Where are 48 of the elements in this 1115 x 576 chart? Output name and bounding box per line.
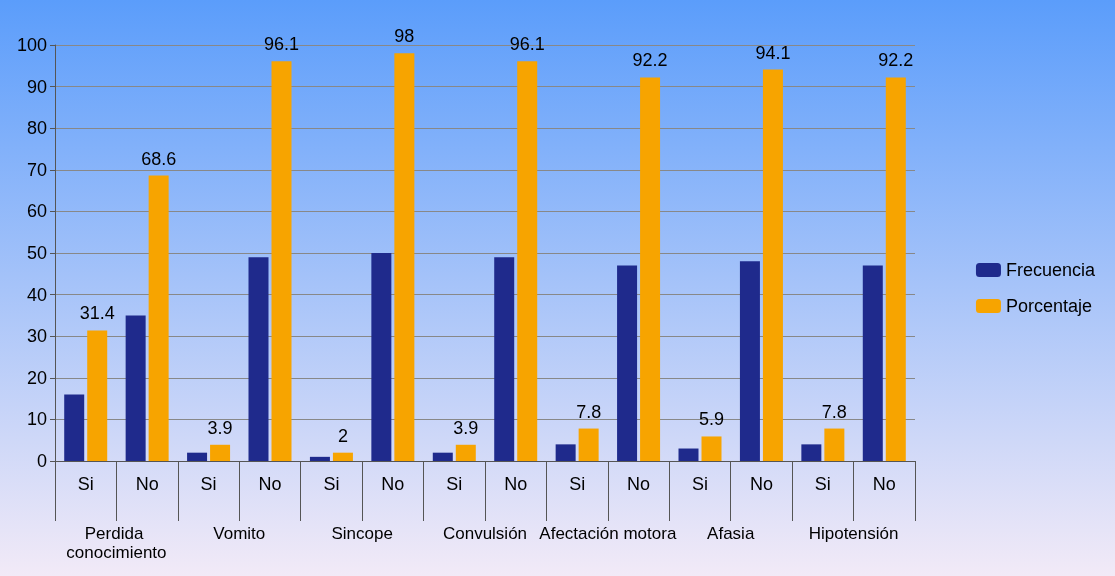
x-tick-label: Si (569, 474, 586, 494)
legend-label: Frecuencia (1005, 260, 1096, 280)
y-tick-label: 90 (26, 76, 47, 97)
data-label: 96.1 (263, 34, 300, 55)
text: Afectación motora (539, 524, 677, 543)
y-tick-label: 80 (26, 118, 47, 139)
x-tick-label: No (504, 474, 528, 494)
data-label: 7.8 (821, 401, 847, 422)
x-tick-label: No (872, 474, 896, 494)
x-tick-label: Si (323, 474, 340, 494)
data-label: 3.9 (207, 417, 233, 438)
x-tick-label: No (258, 474, 282, 494)
y-tick-label: 40 (26, 284, 47, 305)
text: Sincope (331, 524, 393, 543)
text: Convulsión (442, 524, 528, 543)
x-tick-label: No (627, 474, 651, 494)
y-tick-label: 0 (36, 451, 47, 471)
data-label: 94.1 (755, 42, 791, 63)
data-label: 3.9 (453, 417, 479, 438)
text: Vomito (213, 524, 266, 543)
y-tick-label: 10 (26, 409, 47, 430)
legend-label: Porcentaje (1005, 296, 1093, 316)
y-tick-label: 50 (26, 243, 47, 263)
x-tick-label: Si (200, 474, 217, 494)
x-tick-label: Si (691, 474, 709, 494)
text: Hipotensión (808, 524, 899, 543)
y-tick-label: 70 (26, 159, 47, 180)
data-label: 5.9 (698, 409, 725, 430)
text: Afasia (707, 524, 755, 543)
data-label: 7.8 (576, 401, 602, 422)
x-tick-label: Si (446, 474, 463, 494)
x-tick-label: No (749, 474, 773, 494)
data-label: 68.6 (141, 148, 177, 169)
data-label: 96.1 (509, 34, 545, 55)
y-tick-label: 20 (26, 367, 47, 388)
y-tick-label: 100 (16, 35, 47, 55)
x-tick-label: Si (814, 474, 831, 494)
y-tick-label: 60 (26, 201, 47, 222)
text: Perdida conocimiento (66, 524, 167, 562)
x-tick-label: No (135, 474, 159, 494)
data-label: 92.2 (632, 50, 668, 71)
data-label: 98 (394, 26, 415, 47)
y-tick-label: 30 (26, 326, 47, 347)
x-tick-label: No (381, 474, 405, 494)
data-label: 2 (337, 425, 348, 446)
data-label: 31.4 (79, 303, 115, 324)
x-tick-label: Si (77, 474, 94, 494)
data-label: 92.2 (878, 50, 914, 71)
